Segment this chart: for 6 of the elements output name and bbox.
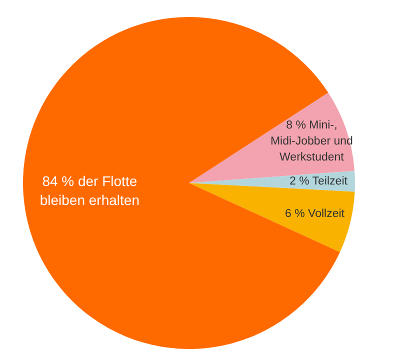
- slice-label: 8 % Mini-, Midi-Jobber und Werkstudent: [270, 120, 353, 164]
- slice-label: 6 % Vollzeit: [285, 208, 346, 220]
- pie-slice: [189, 92, 355, 183]
- pie-slice: [189, 183, 355, 252]
- slice-label: 84 % der Flotte bleiben erhalten: [40, 172, 140, 208]
- slice-label: 2 % Teilzeit: [289, 176, 348, 188]
